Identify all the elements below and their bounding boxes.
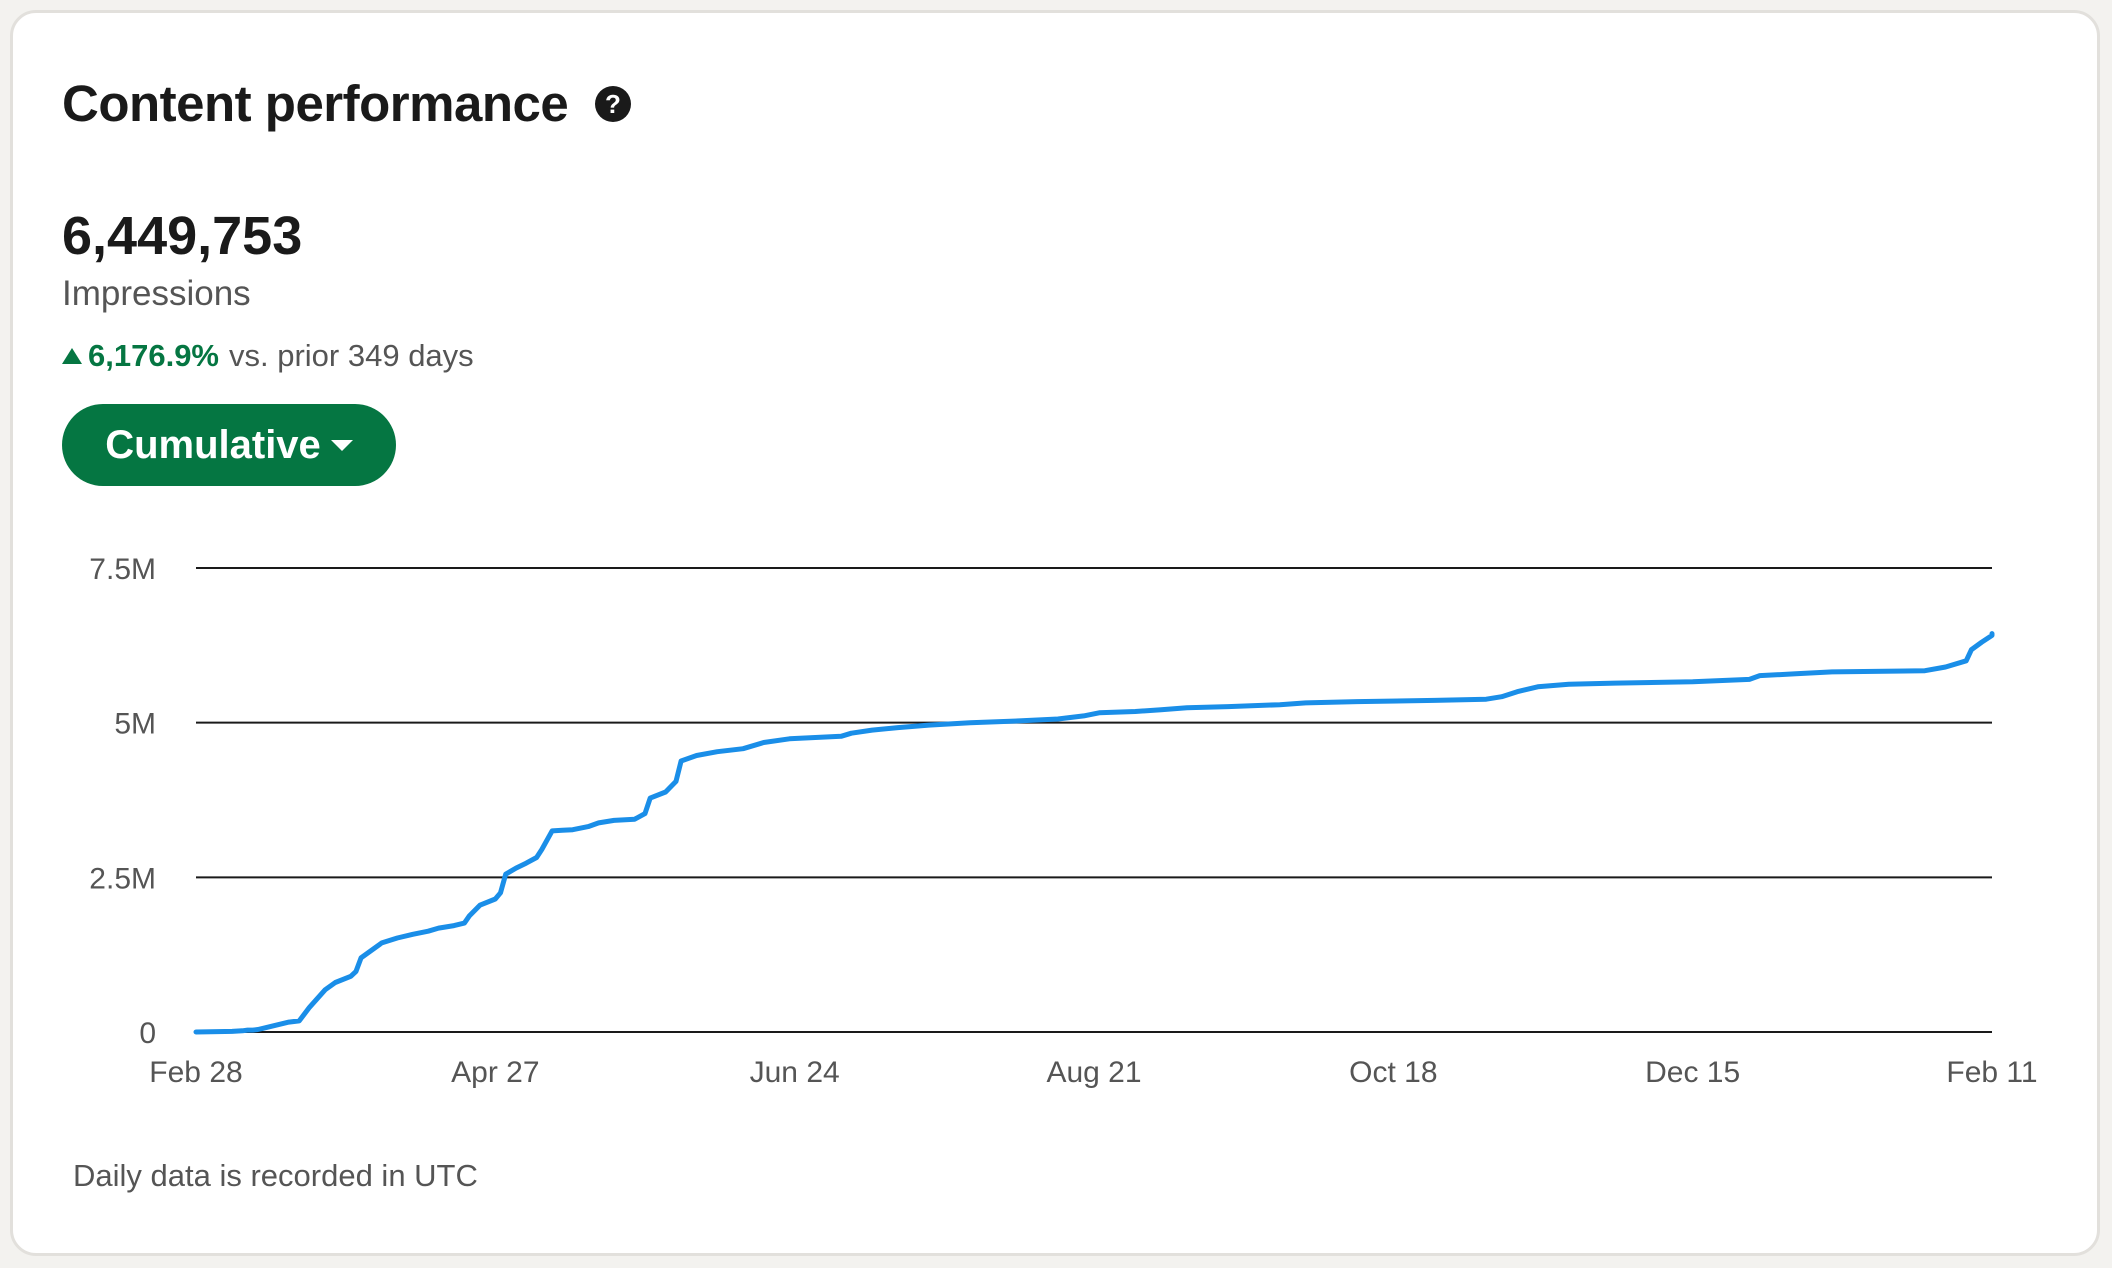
x-tick-label: Jun 24 — [750, 1056, 840, 1089]
impressions-series-line — [193, 631, 1995, 1035]
change-percent: 6,176.9% — [88, 338, 219, 373]
x-tick-label: Apr 27 — [451, 1056, 539, 1089]
caret-down-icon — [330, 439, 353, 451]
title-row: Content performance ? — [62, 74, 632, 133]
x-axis-ticks: Feb 28 Apr 27 Jun 24 Aug 21 Oct 18 Dec 15 Feb … — [149, 1056, 2037, 1089]
svg-text:?: ? — [605, 89, 621, 119]
impressions-label: Impressions — [62, 274, 251, 313]
triangle-up-icon — [62, 348, 82, 364]
y-tick-label: 2.5M — [89, 862, 156, 895]
change-row: 6,176.9% vs. prior 349 days — [62, 338, 474, 374]
utc-footnote: Daily data is recorded in UTC — [73, 1158, 478, 1193]
grid-lines — [196, 567, 1992, 1033]
y-axis-ticks: 0 2.5M 5M 7.5M — [89, 553, 156, 1050]
card-title: Content performance — [62, 75, 569, 132]
x-tick-label: Dec 15 — [1645, 1056, 1740, 1089]
cumulative-button-label: Cumulative — [105, 422, 321, 467]
change-comparison: vs. prior 349 days — [229, 338, 474, 373]
x-tick-label: Feb 28 — [149, 1056, 242, 1089]
y-tick-label: 0 — [139, 1017, 156, 1050]
x-tick-label: Oct 18 — [1349, 1056, 1437, 1089]
help-icon[interactable]: ? — [594, 85, 632, 123]
impressions-value: 6,449,753 — [62, 206, 303, 266]
x-tick-label: Feb 11 — [1946, 1056, 2037, 1089]
y-tick-label: 7.5M — [89, 553, 156, 586]
cumulative-dropdown-button[interactable]: Cumulative — [62, 404, 396, 486]
content-performance-card — [10, 10, 2100, 1256]
y-tick-label: 5M — [114, 708, 156, 741]
x-tick-label: Aug 21 — [1046, 1056, 1141, 1089]
